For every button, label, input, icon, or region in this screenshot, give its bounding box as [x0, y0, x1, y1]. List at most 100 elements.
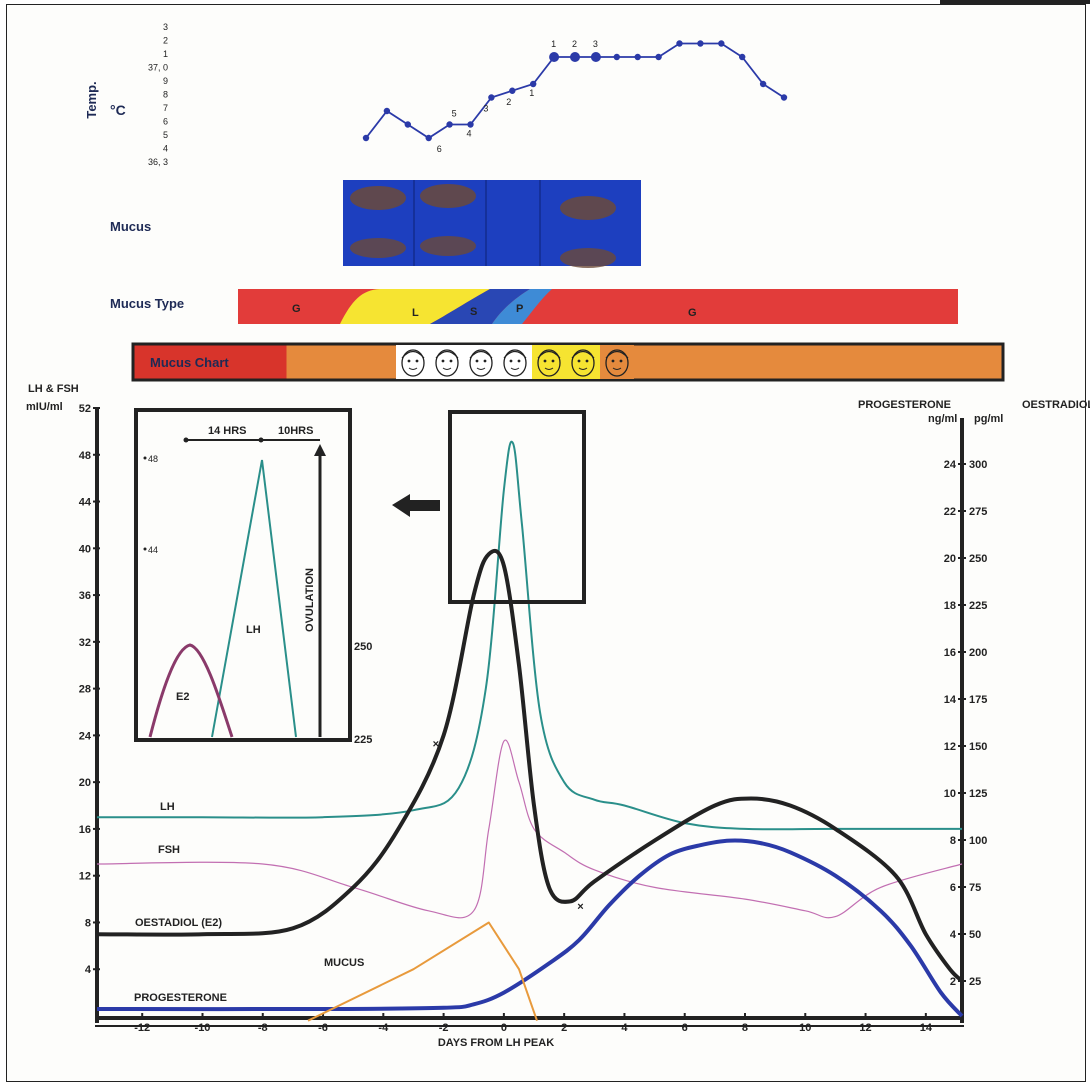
mucus-photo-finger-bottom [560, 248, 616, 268]
oestradiol-tick-label: 175 [969, 694, 987, 706]
face-eye-left [543, 359, 547, 363]
temperature-point-number: 2 [572, 39, 577, 49]
left-tick-label: 8 [85, 917, 91, 929]
progesterone-tick-label: 10 [944, 788, 956, 800]
corner-bar [940, 0, 1090, 4]
zoom-arrow [392, 494, 440, 517]
x-tick-label: 0 [501, 1022, 507, 1034]
temperature-point [362, 134, 370, 142]
series-label-oestadiol-e2: OESTADIOL (E2) [135, 917, 222, 929]
left-tick-label: 44 [79, 497, 92, 509]
mucus-chart-label: Mucus Chart [150, 355, 229, 370]
progesterone-tick-label: 4 [950, 929, 957, 941]
face-eye-right [449, 359, 453, 363]
temperature-point [530, 80, 537, 88]
face-mouth [578, 367, 588, 370]
temperature-unit: °C [110, 102, 126, 118]
temperature-ticks: 3 2 1 37, 0 9 8 7 6 5 4 36, 3 [148, 22, 168, 167]
face-hair [401, 350, 425, 359]
face-mouth [408, 367, 418, 370]
inset-e2-line [148, 643, 234, 738]
x-tick-label: 4 [621, 1022, 628, 1034]
temperature-point [549, 52, 560, 62]
face-hair [537, 350, 561, 359]
mucus-type-segment-l [340, 289, 490, 324]
temperature-point [634, 53, 641, 61]
x-tick-label: -4 [378, 1022, 389, 1034]
inset-lh-label: LH [246, 624, 261, 636]
oestradiol-tick-label: 250 [969, 553, 987, 565]
temperature-point-number: 2 [506, 97, 511, 107]
temperature-point [467, 121, 474, 128]
left-tick-label: 24 [79, 730, 92, 742]
mucus-type-letter-l: L [412, 307, 419, 319]
mucus-type-letter-g1: G [292, 303, 301, 315]
temperature-point [404, 121, 411, 128]
temperature-tick-label: 2 [163, 36, 168, 46]
inset-ovulation-label: OVULATION [304, 568, 316, 632]
x-tick-label: 6 [682, 1022, 688, 1034]
inset-14hrs: 14 HRS [208, 425, 247, 437]
temperature-point [383, 107, 391, 115]
mucus-photo-finger-top [420, 184, 476, 208]
left-tick-label: 36 [79, 590, 91, 602]
temperature-tick-label: 5 [163, 130, 168, 140]
face-outline [537, 349, 561, 377]
temperature-tick-label: 37, 0 [148, 63, 168, 73]
x-tick-label: -6 [318, 1022, 328, 1034]
mucus-strip-label: Mucus [110, 219, 151, 234]
mucus-strip: Mucus [110, 180, 641, 268]
face-mouth [476, 367, 486, 370]
temperature-point [697, 40, 704, 47]
progesterone-tick-label: 6 [950, 882, 956, 894]
face-mouth [544, 367, 554, 370]
inset-chart: 14 HRS 10HRS 48 44 OVULATION LH E2 250 2… [134, 408, 372, 746]
temperature-point [718, 40, 725, 47]
temperature-point-number: 6 [437, 144, 442, 154]
temperature-tick-label: 6 [163, 117, 168, 127]
face-eye-right [551, 359, 555, 363]
face-eye-left [441, 359, 445, 363]
mucus-type-segment-s [430, 289, 530, 324]
mucus-photo-finger-top [350, 186, 406, 210]
inset-tick-48: 48 [148, 454, 158, 464]
temperature-point [488, 94, 495, 101]
progesterone-tick-label: 22 [944, 506, 956, 518]
zoom-box [448, 410, 586, 604]
temperature-tick-label: 4 [163, 144, 168, 154]
temperature-point [613, 53, 620, 61]
face-eye-left [407, 359, 411, 363]
x-tick-label: 2 [561, 1022, 567, 1034]
mucus-type-label: Mucus Type [110, 296, 184, 311]
progesterone-tick-label: 16 [944, 647, 956, 659]
series-label-fsh: FSH [158, 844, 180, 856]
mucus-type-letter-g2: G [688, 307, 697, 319]
face-outline [401, 349, 425, 377]
face-eye-right [619, 359, 623, 363]
temperature-point [509, 87, 516, 94]
series-label-progesterone: PROGESTERONE [134, 992, 227, 1004]
progesterone-tick-label: 14 [944, 694, 957, 706]
left-tick-label: 32 [79, 637, 91, 649]
progesterone-tick-label: 2 [950, 976, 956, 988]
mucus-type-segment-p [492, 289, 552, 324]
face-eye-right [483, 359, 487, 363]
temperature-point [590, 52, 601, 62]
oestradiol-tick-label: 75 [969, 882, 981, 894]
x-tick-label: -8 [258, 1022, 268, 1034]
oestradiol-tick-label: 275 [969, 506, 987, 518]
face-eye-left [475, 359, 479, 363]
face-mouth [612, 367, 622, 370]
right-axis-label-prog-2: ng/ml [928, 413, 957, 425]
mucus-type-letter-p: P [516, 303, 523, 315]
inset-tick-dot-44 [143, 547, 147, 551]
temperature-point-number: 1 [529, 88, 534, 98]
face-outline [605, 349, 629, 377]
oestradiol-tick-label: 150 [969, 741, 987, 753]
mucus-type-letter-s: S [470, 306, 477, 318]
temperature-point-labels: 6 54 3 2 1 1 2 3 [437, 39, 598, 154]
temperature-tick-label: 9 [163, 76, 168, 86]
progesterone-tick-label: 20 [944, 553, 956, 565]
x-tick-label: -10 [195, 1022, 211, 1034]
